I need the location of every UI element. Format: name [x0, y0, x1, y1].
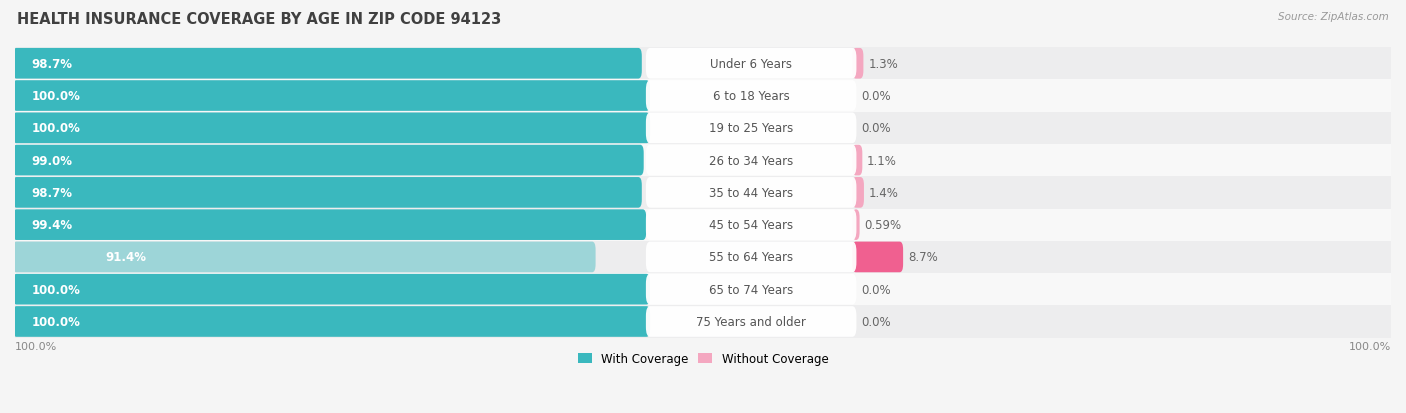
Text: 100.0%: 100.0% [31, 283, 80, 296]
Text: 0.0%: 0.0% [862, 122, 891, 135]
Text: 26 to 34 Years: 26 to 34 Years [709, 154, 793, 167]
FancyBboxPatch shape [645, 113, 856, 144]
Text: 8.7%: 8.7% [908, 251, 938, 264]
FancyBboxPatch shape [852, 210, 859, 240]
Text: 98.7%: 98.7% [31, 186, 73, 199]
Text: 35 to 44 Years: 35 to 44 Years [709, 186, 793, 199]
Legend: With Coverage, Without Coverage: With Coverage, Without Coverage [572, 347, 834, 370]
Text: 1.1%: 1.1% [868, 154, 897, 167]
FancyBboxPatch shape [645, 274, 856, 305]
Text: 0.59%: 0.59% [865, 218, 901, 232]
Text: Source: ZipAtlas.com: Source: ZipAtlas.com [1278, 12, 1389, 22]
Text: 100.0%: 100.0% [15, 342, 58, 351]
Text: 100.0%: 100.0% [31, 90, 80, 103]
FancyBboxPatch shape [645, 178, 856, 208]
Text: 99.0%: 99.0% [31, 154, 73, 167]
FancyBboxPatch shape [13, 145, 644, 176]
Text: 100.0%: 100.0% [31, 315, 80, 328]
FancyBboxPatch shape [645, 49, 856, 79]
FancyBboxPatch shape [645, 242, 856, 273]
Text: 55 to 64 Years: 55 to 64 Years [709, 251, 793, 264]
FancyBboxPatch shape [13, 242, 596, 273]
Text: Under 6 Years: Under 6 Years [710, 58, 792, 71]
FancyBboxPatch shape [13, 178, 641, 208]
Text: 65 to 74 Years: 65 to 74 Years [709, 283, 793, 296]
FancyBboxPatch shape [852, 145, 862, 176]
Text: HEALTH INSURANCE COVERAGE BY AGE IN ZIP CODE 94123: HEALTH INSURANCE COVERAGE BY AGE IN ZIP … [17, 12, 501, 27]
Text: 6 to 18 Years: 6 to 18 Years [713, 90, 790, 103]
FancyBboxPatch shape [852, 178, 863, 208]
Text: 1.4%: 1.4% [869, 186, 898, 199]
FancyBboxPatch shape [13, 274, 650, 305]
Text: 75 Years and older: 75 Years and older [696, 315, 806, 328]
FancyBboxPatch shape [645, 306, 856, 337]
FancyBboxPatch shape [13, 113, 650, 144]
Text: 91.4%: 91.4% [105, 251, 146, 264]
FancyBboxPatch shape [645, 145, 856, 176]
FancyBboxPatch shape [13, 306, 650, 337]
Text: 19 to 25 Years: 19 to 25 Years [709, 122, 793, 135]
Text: 0.0%: 0.0% [862, 90, 891, 103]
Bar [15, 48, 1391, 80]
Bar [15, 80, 1391, 112]
Text: 0.0%: 0.0% [862, 283, 891, 296]
FancyBboxPatch shape [13, 49, 641, 79]
Bar [15, 306, 1391, 338]
Bar [15, 241, 1391, 273]
Text: 45 to 54 Years: 45 to 54 Years [709, 218, 793, 232]
Text: 100.0%: 100.0% [31, 122, 80, 135]
FancyBboxPatch shape [645, 210, 856, 240]
Text: 98.7%: 98.7% [31, 58, 73, 71]
FancyBboxPatch shape [13, 81, 650, 112]
Bar [15, 112, 1391, 145]
Bar [15, 209, 1391, 241]
FancyBboxPatch shape [645, 81, 856, 112]
Text: 99.4%: 99.4% [31, 218, 73, 232]
FancyBboxPatch shape [13, 210, 647, 240]
Text: 1.3%: 1.3% [869, 58, 898, 71]
FancyBboxPatch shape [852, 242, 903, 273]
Bar [15, 145, 1391, 177]
FancyBboxPatch shape [852, 49, 863, 79]
Text: 100.0%: 100.0% [1348, 342, 1391, 351]
Text: 0.0%: 0.0% [862, 315, 891, 328]
Bar [15, 273, 1391, 306]
Bar [15, 177, 1391, 209]
